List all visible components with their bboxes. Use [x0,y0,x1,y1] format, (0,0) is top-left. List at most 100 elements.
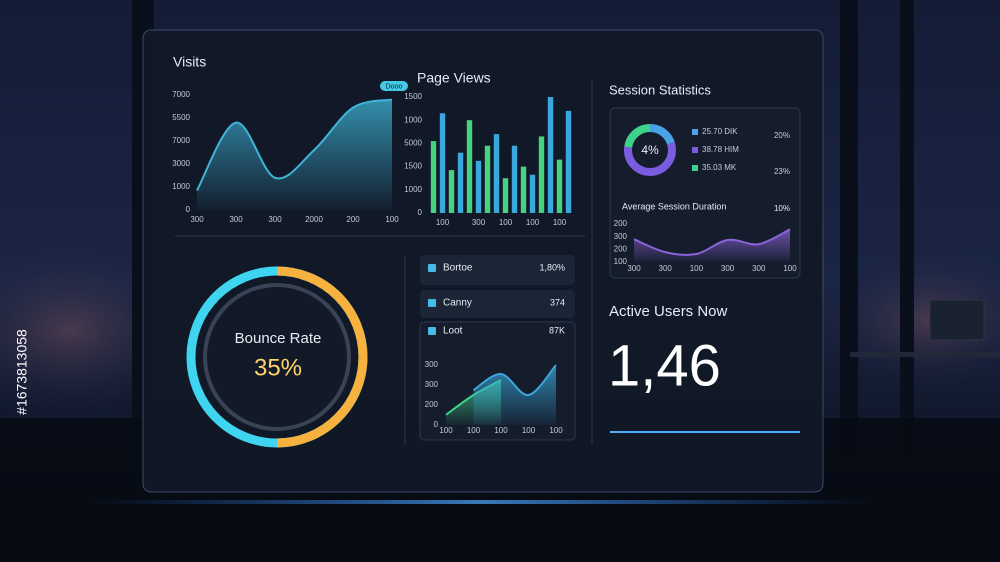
line [196,98,393,191]
window-pillar [840,0,858,460]
y-tick-label: 300 [614,232,628,241]
bar [520,166,527,213]
window-pillar [900,0,914,460]
chart-title: Average Session Duration [622,201,726,211]
list-value: 87K [549,325,565,335]
x-tick-label: 100 [690,264,704,273]
bar [493,134,500,213]
checkbox [428,299,436,307]
x-tick-label: 100 [494,426,508,435]
x-tick-label: 200 [346,215,360,224]
x-tick-label: 100 [553,218,567,227]
bar [430,141,437,213]
x-tick-label: 100 [467,426,481,435]
x-tick-label: 300 [659,264,673,273]
x-tick-label: 100 [526,218,540,227]
list-row-bg [420,255,575,285]
y-tick-label: 0 [434,420,439,429]
gauge-arc [276,266,368,448]
x-tick-label: 300 [472,218,486,227]
badge-text: Dooo [386,83,403,90]
floor-glow [90,500,870,504]
y-tick-label: 1500 [404,162,422,171]
y-tick-label: 200 [614,244,628,253]
line [633,228,791,256]
line [472,364,557,396]
bar [538,136,545,213]
donut-center: 4% [641,143,659,157]
x-tick-label: 300 [721,264,735,273]
chart-title: Session Statistics [609,82,711,97]
y-tick-label: 0 [186,205,191,214]
value-label: 20% [774,131,790,140]
legend-label: 35.03 MK [702,163,737,172]
bar [466,120,473,213]
area-fill [197,99,392,210]
bar [565,110,572,213]
x-tick-label: 300 [229,215,243,224]
bar [475,160,482,213]
chart-title: Page Views [417,70,491,86]
y-tick-label: 0 [418,208,423,217]
bar [529,174,536,213]
legend-label: 25.70 DIK [702,127,738,136]
x-tick-label: 300 [268,215,282,224]
x-tick-label: 100 [549,426,563,435]
bar [448,170,455,213]
desk [850,352,1000,357]
y-tick-label: 1500 [404,92,422,101]
y-tick-label: 200 [425,400,439,409]
list-value: 1,80% [539,262,565,272]
session-card [609,107,801,279]
y-tick-label: 300 [425,360,439,369]
y-tick-label: 5500 [172,113,190,122]
bounce-value: 35% [254,354,302,381]
bar [547,97,554,213]
list-row-bg [420,290,575,318]
badge [380,81,408,91]
donut-segment [624,124,676,176]
monitor [929,299,985,341]
list-label: Bortoe [443,263,473,274]
y-tick-label: 3000 [172,159,190,168]
chart-title: Visits [173,54,206,70]
area-fill [473,365,556,425]
donut-segment [624,124,676,176]
x-tick-label: 100 [783,264,797,273]
x-tick-label: 2000 [305,215,323,224]
list-label: Loot [443,326,463,337]
y-tick-label: 1000 [172,182,190,191]
legend-swatch [692,129,698,135]
y-tick-label: 1000 [404,185,422,194]
bounce-label: Bounce Rate [235,330,322,347]
y-tick-label: 300 [425,380,439,389]
value-label: 23% [774,167,790,176]
list-value: 374 [550,297,565,307]
y-tick-label: 1000 [404,115,422,124]
legend-label: 38.78 HIM [702,145,739,154]
x-tick-label: 300 [627,264,641,273]
y-tick-label: 7000 [172,136,190,145]
list-label: Canny [443,298,472,309]
y-tick-label: 100 [614,257,628,266]
y-tick-label: 200 [614,219,628,228]
x-tick-label: 100 [436,218,450,227]
bar [457,152,464,213]
x-tick-label: 300 [752,264,766,273]
bar [511,145,518,213]
x-tick-label: 100 [522,426,536,435]
active-value: 1,46 [608,333,721,398]
bar [556,159,563,213]
annotation: 10% [774,204,790,213]
x-tick-label: 100 [385,215,399,224]
y-tick-label: 5000 [404,139,422,148]
legend-swatch [692,147,698,153]
bar [439,113,446,213]
active-label: Active Users Now [609,303,728,320]
x-tick-label: 300 [190,215,204,224]
x-tick-label: 100 [439,426,453,435]
stock-id: #1673813058 [14,329,30,415]
x-tick-label: 100 [499,218,513,227]
